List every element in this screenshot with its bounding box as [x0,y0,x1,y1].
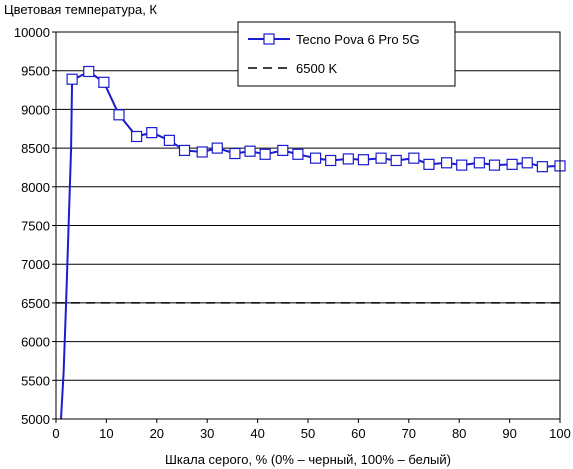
x-tick-label: 70 [402,426,416,441]
data-point-marker [456,159,468,171]
data-point-marker [131,130,143,143]
y-axis-title: Цветовая температура, К [4,2,157,17]
legend: Tecno Pova 6 Pro 5G 6500 K [237,21,456,87]
data-point-marker [536,161,548,173]
series-line-tecno [60,70,561,420]
y-tick-labels: 5000 5500 6000 6500 7000 7500 8000 8500 9000 9500… [14,25,56,427]
y-tick-label: 8500 [21,141,50,156]
data-point-marker [211,142,223,154]
x-axis-title: Шкала серого, % (0% – черный, 100% – бел… [165,452,451,467]
y-tick-label: 7500 [21,219,50,234]
data-point-marker [325,154,337,167]
x-tick-labels: 0 10 20 30 40 50 60 70 80 90 100 [52,419,571,441]
legend-label-6500: 6500 K [296,61,338,76]
x-tick-label: 0 [52,426,59,441]
data-point-marker [163,134,175,146]
gridlines [56,70,560,381]
data-point-marker [113,109,125,121]
y-tick-label: 8000 [21,180,50,195]
x-tick-label: 90 [502,426,516,441]
data-point-marker [292,148,304,160]
y-tick-label: 6500 [21,296,50,311]
data-point-marker [375,152,387,164]
data-point-marker [441,157,453,169]
y-tick-label: 9000 [21,102,50,117]
y-tick-label: 9500 [21,64,50,79]
data-point-marker [423,158,435,170]
data-point-marker [342,153,354,165]
data-point-marker [98,76,110,88]
data-point-marker [83,65,95,78]
x-tick-label: 50 [301,426,315,441]
y-tick-label: 5000 [21,412,50,427]
y-tick-label: 5500 [21,373,50,388]
x-tick-label: 100 [549,426,571,441]
data-point-marker [196,146,208,158]
x-tick-label: 10 [99,426,113,441]
x-tick-label: 80 [452,426,466,441]
y-tick-label: 6000 [21,335,50,350]
legend-marker-tecno [263,33,275,45]
x-tick-label: 40 [250,426,264,441]
legend-label-tecno: Tecno Pova 6 Pro 5G [296,32,420,47]
series-layer [56,65,566,420]
data-point-marker [146,127,158,139]
data-point-marker [473,157,485,169]
data-point-marker [488,159,501,171]
data-point-marker [229,147,241,160]
y-tick-label: 7000 [21,257,50,272]
data-point-marker [506,158,518,170]
y-tick-label: 10000 [14,25,50,40]
data-point-marker [408,152,420,164]
legend-box [237,21,456,87]
data-point-marker [309,152,322,164]
x-tick-label: 20 [150,426,164,441]
x-tick-label: 60 [351,426,365,441]
data-point-marker [357,154,370,166]
data-point-marker [66,73,78,85]
data-point-marker [390,154,402,167]
data-point-marker [259,148,271,160]
data-point-marker [277,144,289,157]
x-tick-label: 30 [200,426,214,441]
data-point-marker [178,144,191,157]
data-point-marker [521,157,533,169]
data-point-marker [244,145,256,157]
